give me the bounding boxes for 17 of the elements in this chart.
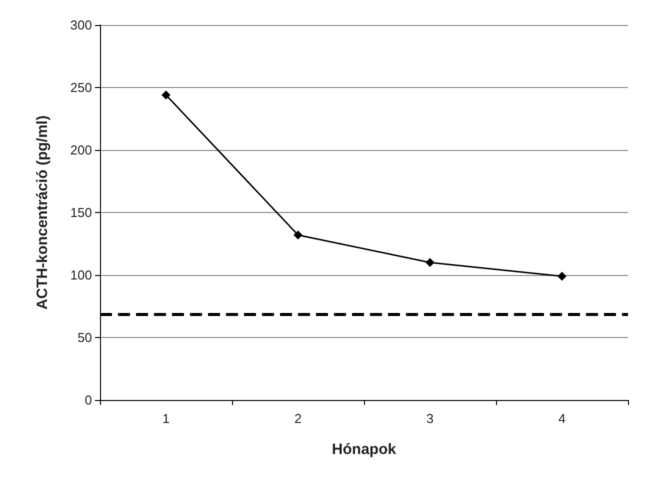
- x-tick-label: 4: [558, 411, 566, 426]
- point: [162, 90, 170, 100]
- y-tick-label: 0: [84, 392, 92, 408]
- y-axis-title: ACTH-koncentráció (pg/ml): [34, 115, 51, 310]
- y-tick-label: 200: [70, 142, 92, 158]
- y-tick-label: 300: [70, 18, 92, 32]
- y-tick-label: 250: [70, 80, 92, 95]
- x-tick-label: 3: [426, 411, 434, 426]
- point: [294, 230, 302, 240]
- y-tick-label: 50: [78, 330, 92, 345]
- point: [426, 258, 434, 267]
- x-axis-title: Hónapok: [332, 441, 397, 458]
- point: [558, 272, 566, 281]
- x-tick-label: 2: [294, 411, 302, 426]
- x-tick-label: 1: [162, 411, 170, 426]
- y-tick-label: 100: [70, 268, 92, 282]
- y-tick-label: 150: [70, 205, 92, 220]
